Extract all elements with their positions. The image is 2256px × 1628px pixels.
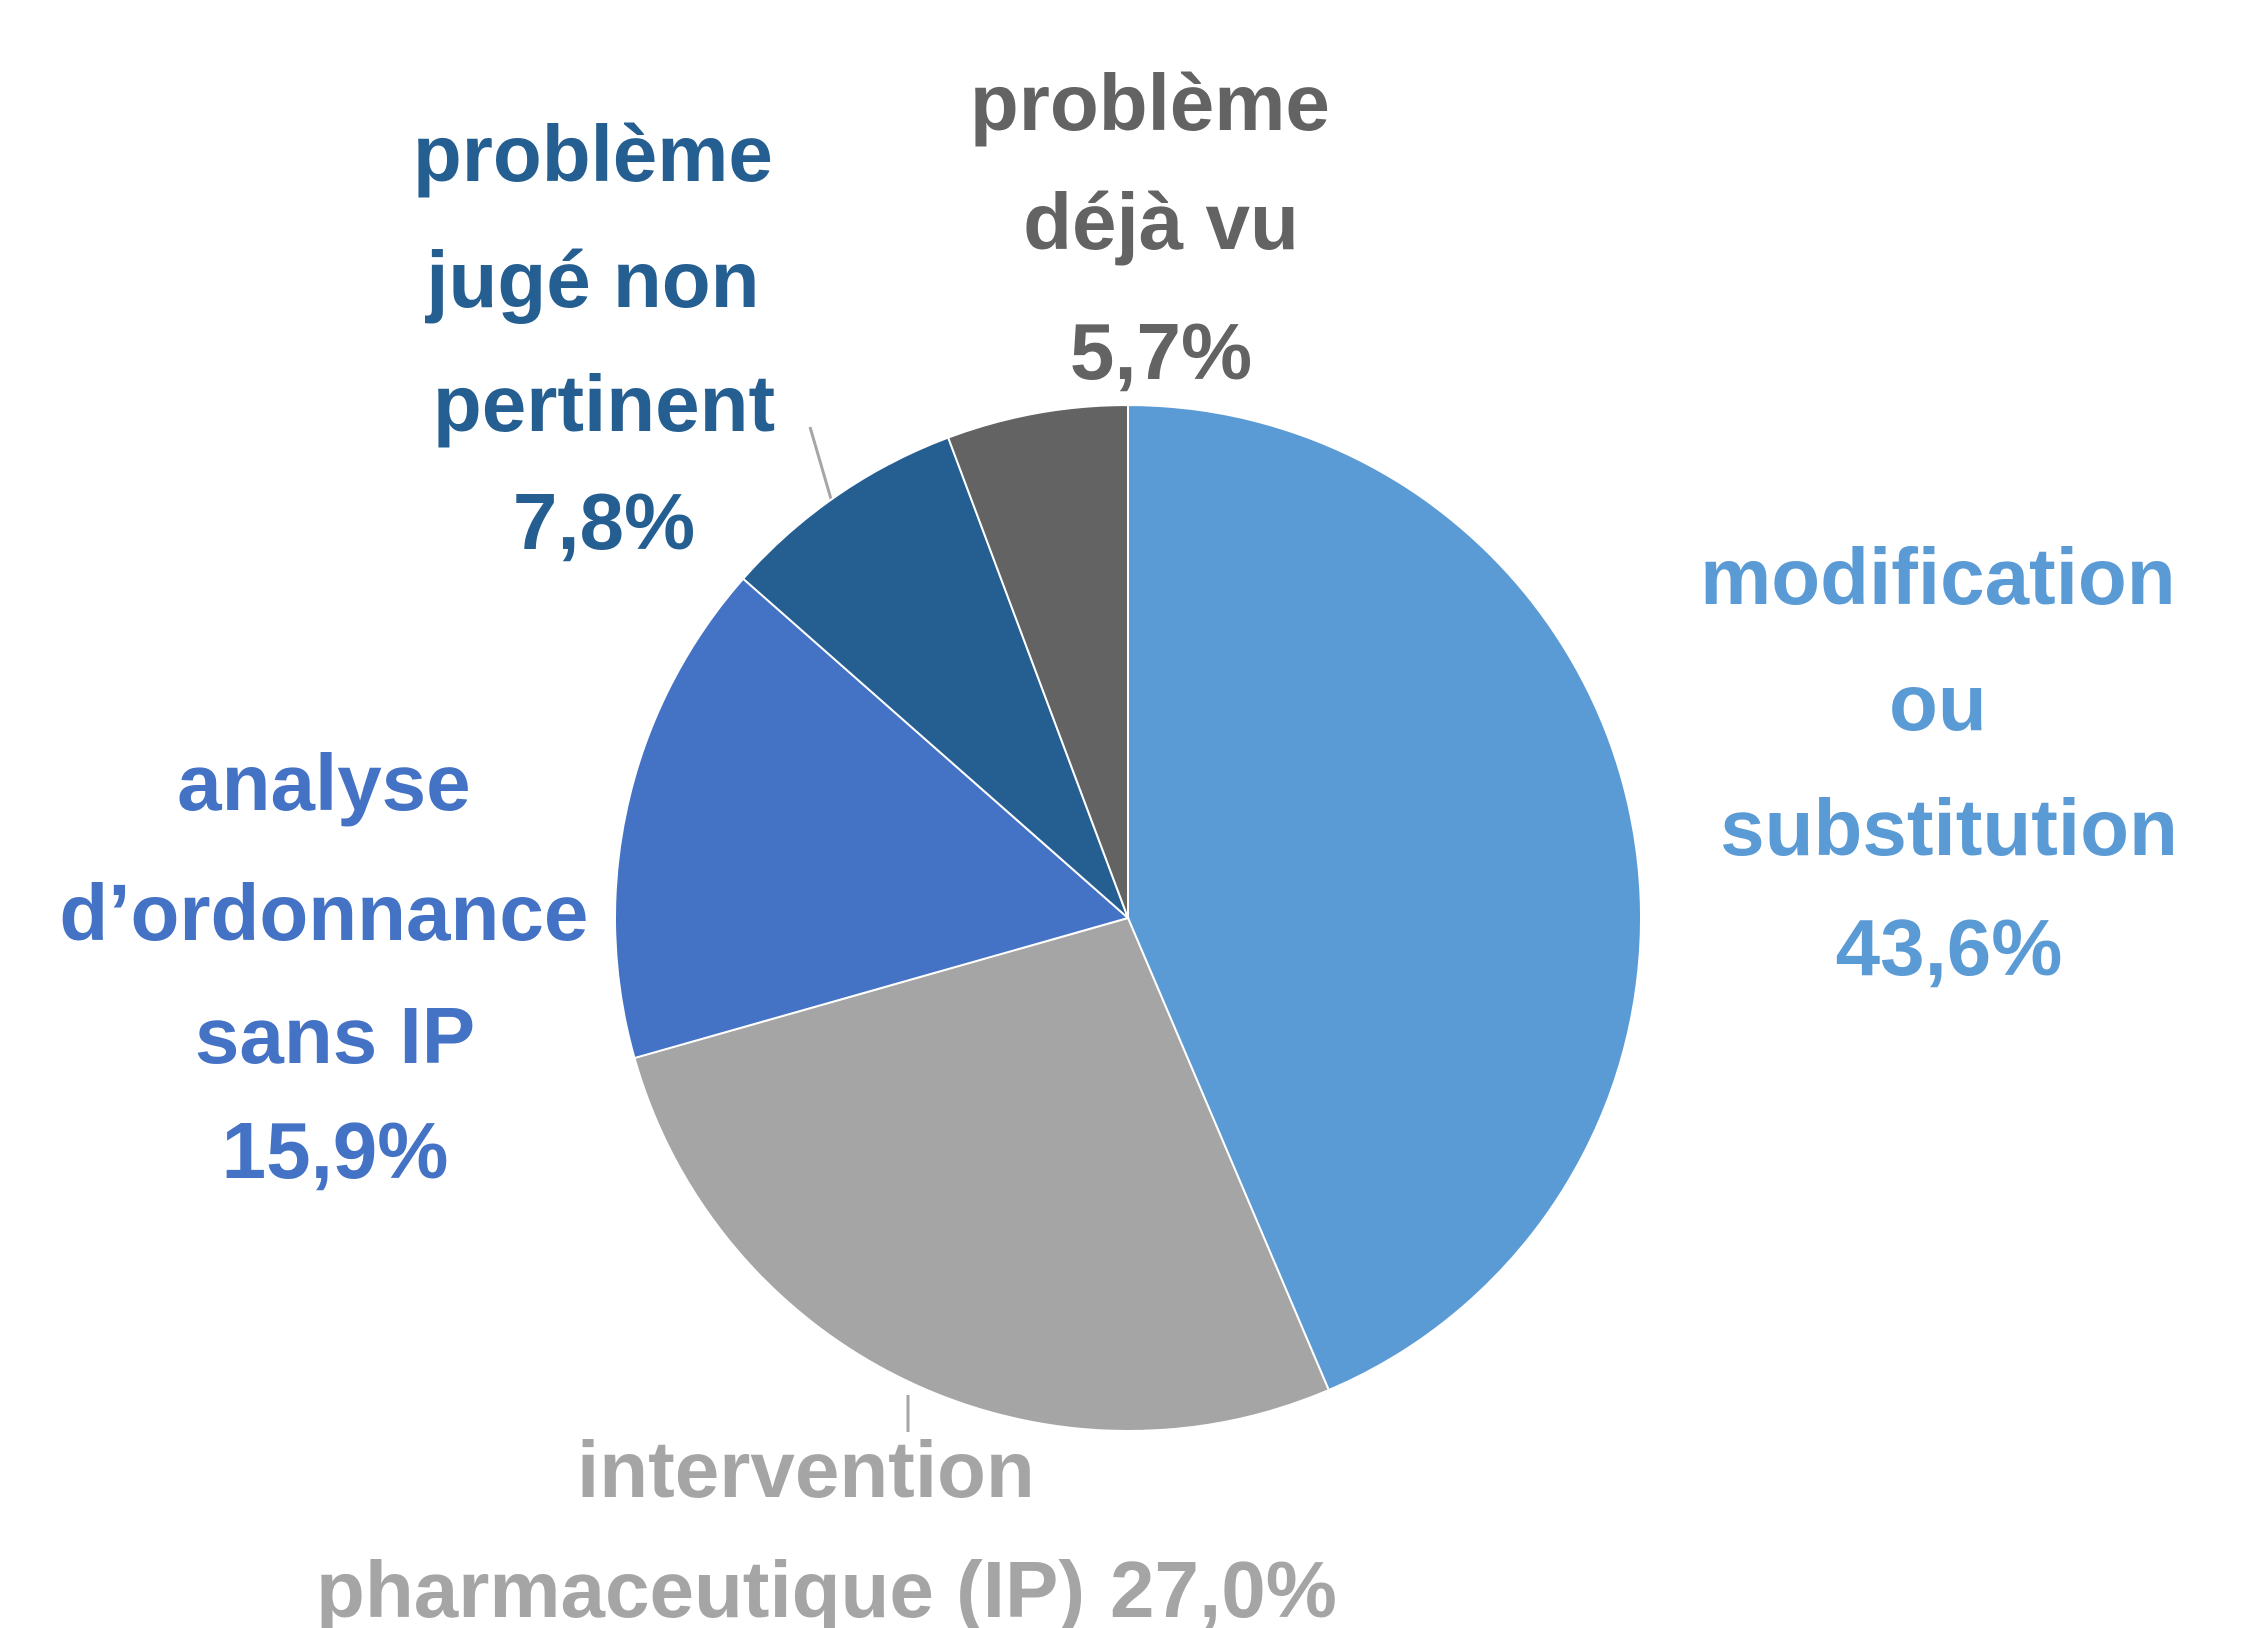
pie-slice xyxy=(633,916,1331,1432)
pie-slice xyxy=(614,577,1131,1060)
value-label: 43,6% xyxy=(1836,903,2063,992)
slice-label: modification ou substitution xyxy=(1700,532,2198,872)
pie-slice xyxy=(1127,403,1642,1392)
slice-label: intervention pharmaceutique (IP) xyxy=(316,1425,1085,1628)
value-label: 7,8% xyxy=(513,477,695,566)
slice-label: problème déjà vu xyxy=(970,58,1352,266)
value-label: 5,7% xyxy=(1070,307,1252,396)
leader-line xyxy=(808,426,833,500)
pie-slice xyxy=(946,403,1129,919)
pie-slice xyxy=(741,436,1129,919)
slice-label: problème jugé non pertinent xyxy=(413,109,795,448)
value-label: 27,0% xyxy=(1110,1545,1337,1628)
value-label: 15,9% xyxy=(222,1106,449,1195)
slice-label: analyse d’ordonnance sans IP xyxy=(59,738,610,1080)
